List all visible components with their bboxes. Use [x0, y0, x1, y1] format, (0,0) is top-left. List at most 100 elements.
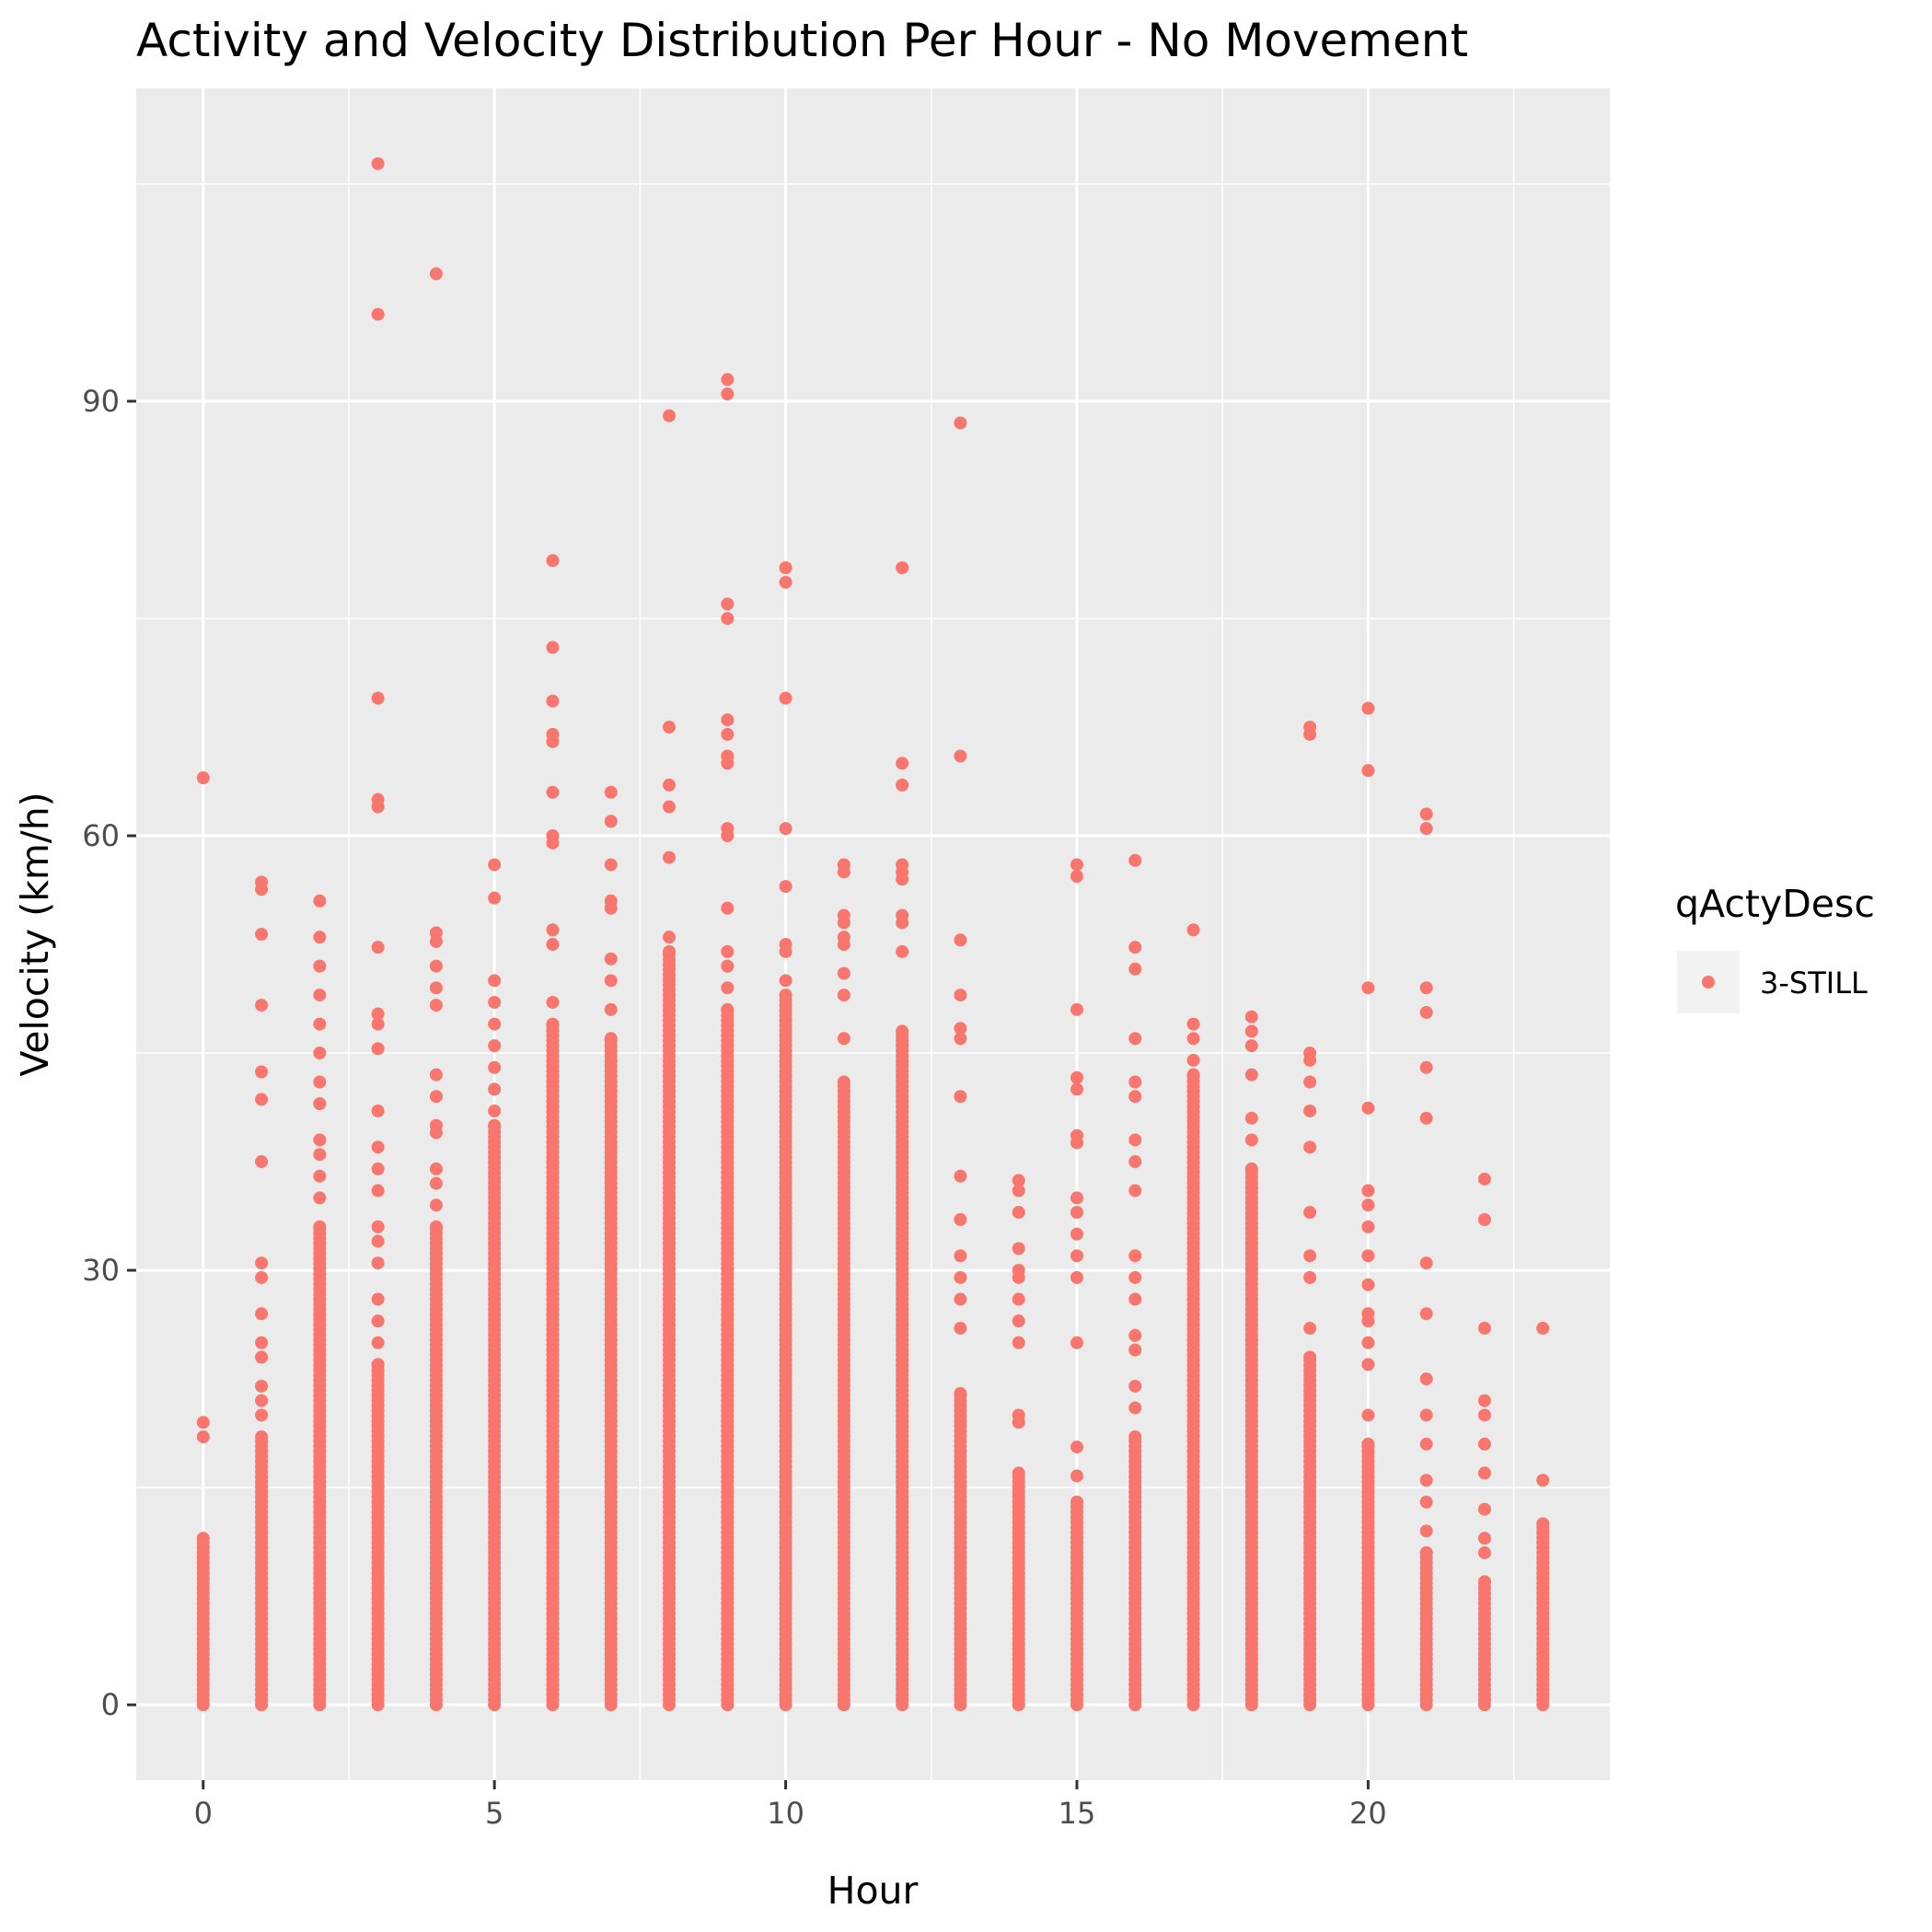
data-point: [1186, 1017, 1200, 1031]
data-point: [196, 771, 210, 785]
data-point: [779, 691, 792, 705]
data-point: [1070, 1270, 1083, 1284]
data-point: [429, 1176, 443, 1190]
data-point: [721, 959, 735, 973]
data-point: [1070, 1469, 1083, 1483]
data-point: [663, 409, 677, 422]
data-point: [1419, 1437, 1433, 1451]
data-point: [1303, 1206, 1317, 1220]
data-point: [313, 1047, 327, 1060]
data-point: [1012, 1184, 1025, 1197]
data-point: [954, 1292, 967, 1306]
data-point: [1361, 1198, 1375, 1212]
y-tick-label: 0: [101, 1687, 120, 1722]
data-point: [429, 1118, 443, 1132]
data-point: [896, 1024, 909, 1038]
data-point: [1419, 981, 1433, 995]
x-tick-label: 20: [1349, 1796, 1387, 1831]
data-point: [371, 941, 385, 954]
data-point: [371, 156, 385, 170]
data-point: [255, 1408, 269, 1422]
data-point: [371, 792, 385, 806]
data-point: [429, 1198, 443, 1212]
data-point: [1303, 1047, 1317, 1060]
data-point: [604, 815, 618, 828]
x-tick-label: 10: [767, 1796, 804, 1831]
data-point: [313, 931, 327, 944]
data-point: [721, 822, 735, 836]
data-point: [721, 388, 735, 401]
data-point: [721, 611, 735, 625]
data-point: [1012, 1314, 1025, 1328]
data-point: [429, 999, 443, 1012]
data-point: [546, 554, 560, 568]
data-point: [313, 1097, 327, 1111]
data-point: [721, 713, 735, 727]
data-point: [1070, 1440, 1083, 1454]
data-point: [1070, 870, 1083, 884]
data-point: [1303, 1140, 1317, 1154]
data-point: [371, 1220, 385, 1233]
data-point: [1419, 1545, 1433, 1559]
data-point: [1361, 1336, 1375, 1349]
data-point: [546, 785, 560, 799]
data-point: [1128, 1075, 1142, 1089]
data-point: [663, 778, 677, 792]
data-point: [896, 944, 909, 958]
data-point: [779, 938, 792, 952]
data-point: [954, 749, 967, 763]
data-point: [954, 1249, 967, 1263]
data-point: [1128, 1430, 1142, 1444]
data-point: [313, 959, 327, 973]
data-point: [1186, 923, 1200, 937]
data-point: [721, 597, 735, 611]
data-point: [1361, 981, 1375, 995]
data-point: [1186, 1053, 1200, 1067]
data-point: [313, 1191, 327, 1205]
data-point: [721, 1002, 735, 1016]
data-point: [255, 999, 269, 1012]
data-point: [1012, 1336, 1025, 1349]
data-point: [371, 1017, 385, 1031]
data-point: [1419, 1474, 1433, 1487]
data-point: [604, 858, 618, 872]
data-point: [488, 858, 502, 872]
data-point: [546, 1017, 560, 1031]
x-tick-label: 5: [485, 1796, 503, 1831]
data-point: [371, 1140, 385, 1154]
data-point: [1128, 1155, 1142, 1169]
data-point: [954, 1022, 967, 1035]
data-point: [1128, 1249, 1142, 1263]
data-point: [313, 894, 327, 908]
data-point: [255, 1394, 269, 1407]
data-point: [837, 1075, 850, 1089]
data-point: [1419, 1005, 1433, 1019]
data-point: [1128, 1328, 1142, 1342]
data-point: [721, 749, 735, 763]
data-point: [429, 1220, 443, 1233]
data-point: [1303, 1104, 1317, 1117]
data-point: [1128, 1343, 1142, 1357]
data-point: [1128, 1133, 1142, 1147]
data-point: [1303, 1249, 1317, 1263]
data-point: [1128, 1270, 1142, 1284]
data-point: [255, 1379, 269, 1393]
data-point: [1244, 1133, 1258, 1147]
data-point: [488, 1104, 502, 1117]
data-point: [1361, 1358, 1375, 1371]
data-point: [721, 727, 735, 741]
data-point: [371, 1256, 385, 1270]
data-point: [604, 894, 618, 908]
data-point: [1477, 1213, 1491, 1227]
data-point: [954, 1169, 967, 1183]
data-point: [896, 561, 909, 574]
data-point: [1477, 1502, 1491, 1516]
data-points: [196, 156, 1550, 1712]
data-point: [371, 307, 385, 321]
data-point: [1361, 1408, 1375, 1422]
data-point: [1477, 1532, 1491, 1545]
y-axis: 0 30 60 90: [82, 384, 136, 1722]
legend-title: qActyDesc: [1675, 882, 1875, 926]
data-point: [1012, 1206, 1025, 1220]
